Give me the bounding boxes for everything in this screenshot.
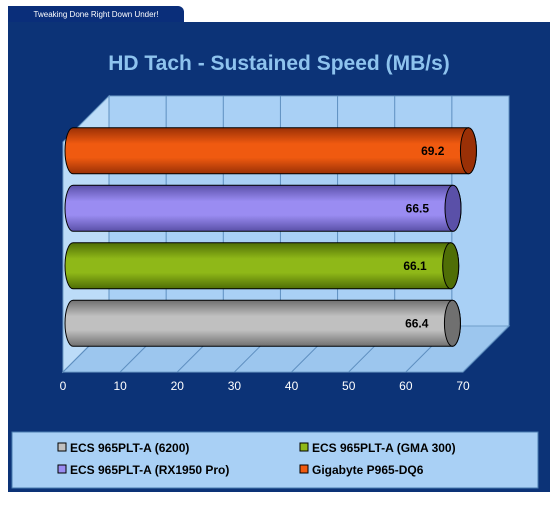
- legend-label: ECS 965PLT-A (6200): [70, 441, 189, 455]
- x-tick-label: 70: [456, 379, 470, 393]
- legend-label: ECS 965PLT-A (GMA 300): [312, 441, 456, 455]
- x-tick-label: 60: [399, 379, 413, 393]
- x-tick-label: 50: [342, 379, 356, 393]
- x-axis: 0 10 20 30 40 50 60 70: [60, 379, 470, 393]
- x-tick-label: 30: [228, 379, 242, 393]
- bar-1: 66.4: [64, 299, 461, 347]
- x-tick-label: 10: [113, 379, 127, 393]
- legend-swatch: [57, 442, 67, 452]
- legend-swatch: [299, 464, 309, 474]
- bar-end-cap: [459, 127, 477, 175]
- chart-panel: HD Tach - Sustained Speed (MB/s) 69.2 66.…: [8, 22, 550, 492]
- bar-body: [64, 184, 462, 232]
- bar-value-label: 66.5: [406, 201, 430, 215]
- x-tick-label: 40: [285, 379, 299, 393]
- x-tick-label: 0: [60, 379, 67, 393]
- bar-2: 66.1: [64, 242, 460, 290]
- legend-item-3: ECS 965PLT-A (RX1950 Pro): [57, 463, 229, 477]
- bar-end-cap: [442, 242, 460, 290]
- bar-end-cap: [444, 184, 462, 232]
- bar-body: [64, 299, 461, 347]
- bar-body: [64, 127, 477, 175]
- bar-value-label: 66.4: [405, 316, 429, 330]
- site-tagline: Tweaking Done Right Down Under!: [8, 6, 184, 23]
- gridline-floor: [462, 325, 510, 373]
- bar-value-label: 66.1: [403, 259, 427, 273]
- legend-label: ECS 965PLT-A (RX1950 Pro): [70, 463, 229, 477]
- legend-swatch: [299, 442, 309, 452]
- legend-swatch: [57, 464, 67, 474]
- legend-label: Gigabyte P965-DQ6: [312, 463, 424, 477]
- x-tick-label: 20: [171, 379, 185, 393]
- bar-value-label: 69.2: [421, 144, 445, 158]
- bar-body: [64, 242, 460, 290]
- bar-3: 66.5: [64, 184, 462, 232]
- chart: HD Tach - Sustained Speed (MB/s) 69.2 66.…: [11, 52, 539, 489]
- bar-end-cap: [443, 299, 461, 347]
- bar-4: 69.2: [64, 127, 477, 175]
- legend-box: [11, 431, 539, 489]
- legend: ECS 965PLT-A (6200) ECS 965PLT-A (GMA 300…: [11, 431, 539, 489]
- chart-title: HD Tach - Sustained Speed (MB/s): [108, 52, 450, 75]
- legend-item-2: ECS 965PLT-A (GMA 300): [299, 441, 456, 455]
- footer-strip: [8, 492, 550, 513]
- bars: 69.2 66.5 66.1 66.4: [64, 127, 477, 347]
- legend-item-4: Gigabyte P965-DQ6: [299, 463, 424, 477]
- legend-item-1: ECS 965PLT-A (6200): [57, 441, 189, 455]
